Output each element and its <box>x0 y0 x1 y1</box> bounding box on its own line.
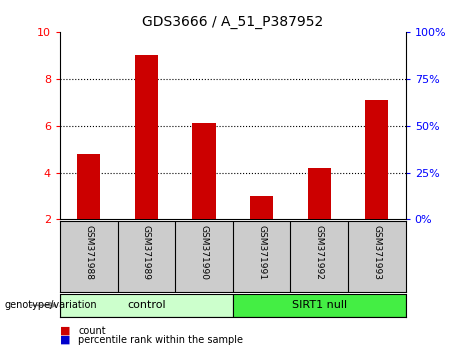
Text: ■: ■ <box>60 326 71 336</box>
Text: genotype/variation: genotype/variation <box>5 300 97 310</box>
Text: control: control <box>127 300 165 310</box>
Title: GDS3666 / A_51_P387952: GDS3666 / A_51_P387952 <box>142 16 324 29</box>
Text: count: count <box>78 326 106 336</box>
Bar <box>250 196 273 219</box>
Bar <box>60 294 233 317</box>
Bar <box>365 100 388 219</box>
Bar <box>233 294 406 317</box>
Bar <box>308 168 331 219</box>
Text: SIRT1 null: SIRT1 null <box>292 300 347 310</box>
Text: GSM371991: GSM371991 <box>257 225 266 280</box>
Text: GSM371988: GSM371988 <box>84 225 93 280</box>
Text: GSM371989: GSM371989 <box>142 225 151 280</box>
Bar <box>77 154 100 219</box>
Text: GSM371992: GSM371992 <box>315 225 324 280</box>
Text: percentile rank within the sample: percentile rank within the sample <box>78 335 243 345</box>
Text: GSM371993: GSM371993 <box>372 225 381 280</box>
Bar <box>135 55 158 219</box>
Bar <box>193 123 216 219</box>
Text: GSM371990: GSM371990 <box>200 225 208 280</box>
Text: ■: ■ <box>60 335 71 345</box>
